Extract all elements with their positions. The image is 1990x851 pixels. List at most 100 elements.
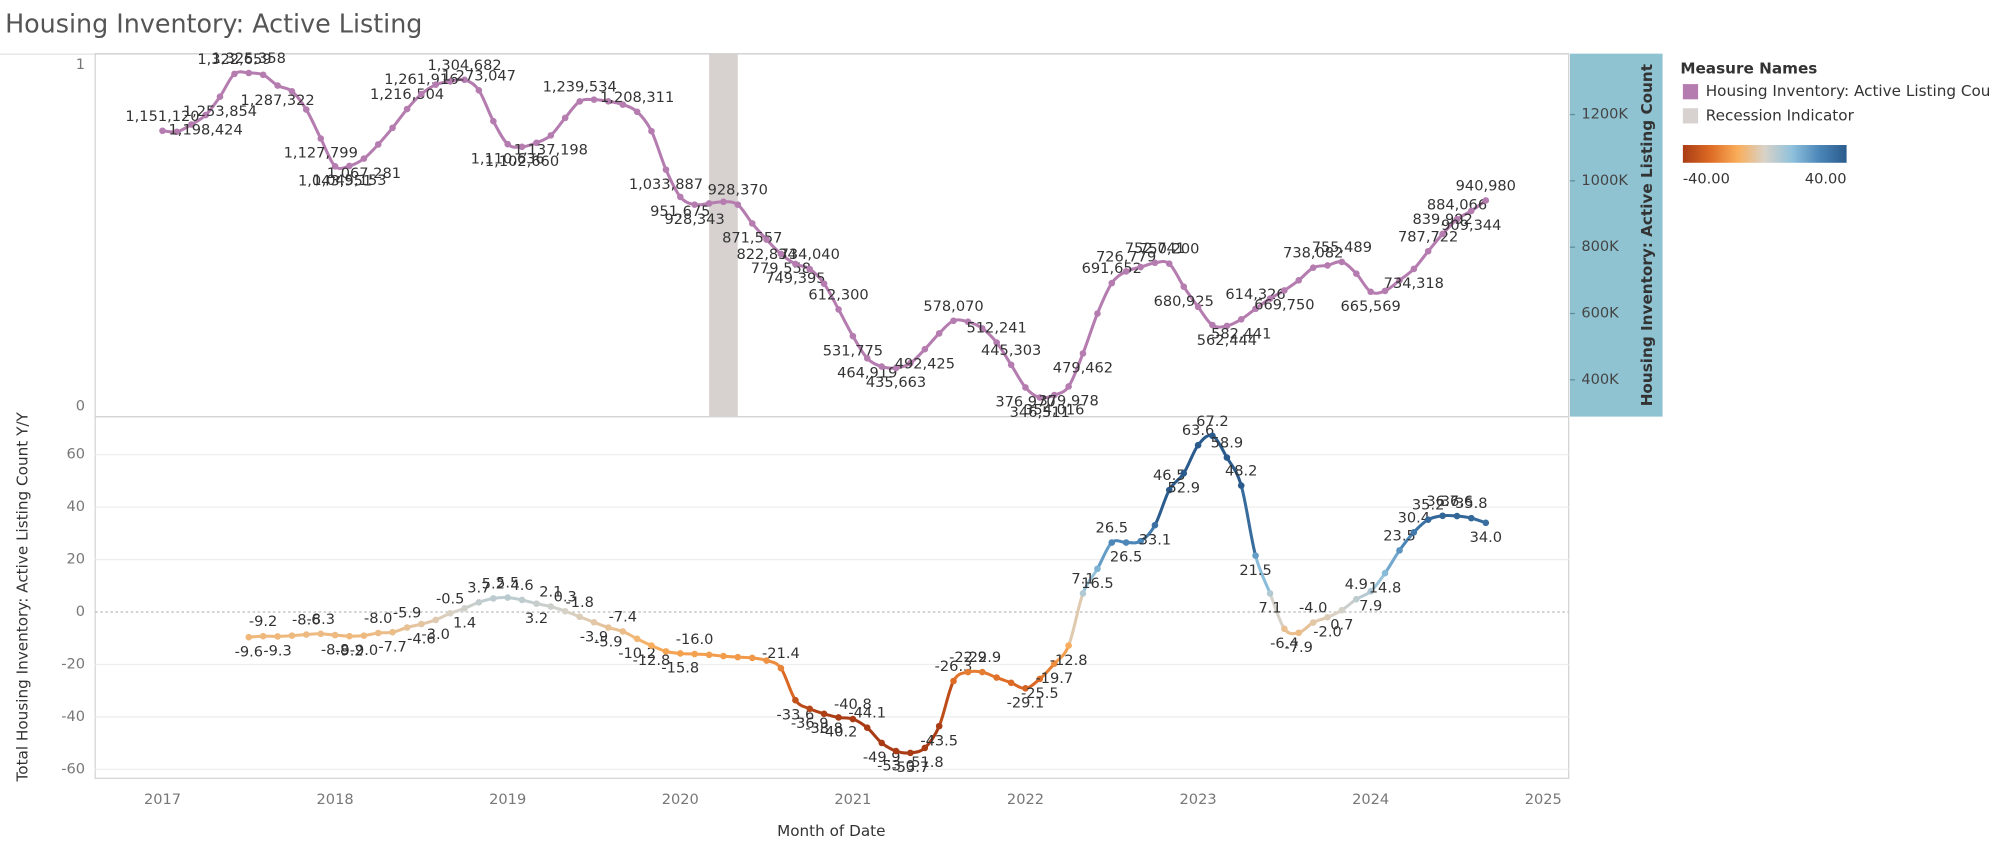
data-point <box>547 603 555 610</box>
line-segment <box>1383 548 1402 575</box>
x-tick-label: 2018 <box>317 791 354 808</box>
data-label: -43.5 <box>920 732 958 749</box>
x-tick-label: 2025 <box>1525 791 1562 808</box>
data-label: 4.9 <box>1345 576 1368 593</box>
data-label: 582,441 <box>1211 326 1271 343</box>
data-label: -3.0 <box>421 626 449 643</box>
data-point <box>533 600 540 607</box>
data-point <box>633 635 641 643</box>
data-point <box>835 714 842 721</box>
data-label: -25.5 <box>1021 685 1059 702</box>
data-point <box>1353 595 1360 603</box>
data-point <box>346 162 353 170</box>
data-point <box>389 628 396 636</box>
data-point <box>763 236 770 243</box>
data-label: 48.2 <box>1225 463 1257 480</box>
data-label: 1,273,047 <box>442 67 516 84</box>
data-point <box>461 76 468 84</box>
data-label: -6.4 <box>1270 635 1298 652</box>
data-label: -5.9 <box>594 634 622 651</box>
data-label: 669,750 <box>1254 297 1314 314</box>
data-point <box>662 166 670 173</box>
y-tick-label: 1 <box>76 56 85 73</box>
data-point <box>979 668 986 676</box>
data-point <box>1252 305 1259 313</box>
bottom-pane <box>94 415 1570 779</box>
data-point <box>1281 287 1288 294</box>
line-segment <box>779 666 797 702</box>
data-label: 7.1 <box>1258 600 1281 617</box>
data-point <box>245 633 253 641</box>
data-point <box>1367 588 1374 595</box>
data-label: 940,980 <box>1456 177 1516 194</box>
data-label: 562,444 <box>1197 332 1257 349</box>
data-label: 35.2 <box>1412 497 1444 514</box>
data-point <box>1165 486 1173 494</box>
y2-tick-label: 1200K <box>1581 106 1628 123</box>
data-point <box>619 628 627 635</box>
data-point <box>1007 679 1015 687</box>
data-point <box>518 596 526 604</box>
data-label: 578,070 <box>923 298 983 315</box>
data-point <box>1051 391 1058 399</box>
data-point <box>1396 277 1403 284</box>
data-point <box>360 632 368 639</box>
data-label: 4.6 <box>510 577 533 594</box>
data-label: 928,343 <box>664 211 724 228</box>
data-point <box>1482 197 1490 204</box>
data-label: -12.8 <box>633 652 671 669</box>
data-point <box>317 630 325 638</box>
data-label: 1,208,311 <box>600 89 674 106</box>
data-label: -40.2 <box>820 724 858 741</box>
data-point <box>245 69 253 77</box>
x-tick-label: 2021 <box>834 791 871 808</box>
data-label: 5.2 <box>482 575 505 592</box>
color-scale-min: -40.00 <box>1683 170 1730 187</box>
data-point <box>518 143 526 151</box>
data-point <box>1338 258 1346 266</box>
data-point <box>1094 310 1101 317</box>
data-point <box>1022 384 1029 391</box>
data-label: -26.3 <box>935 658 973 675</box>
data-point <box>302 631 310 638</box>
data-label: -22.9 <box>963 649 1001 666</box>
data-label: 884,066 <box>1427 196 1487 213</box>
data-label: 1,287,322 <box>241 92 315 109</box>
data-point <box>1007 361 1015 369</box>
data-point <box>1266 590 1274 597</box>
data-point <box>331 631 339 639</box>
legend: Measure Names Housing Inventory: Active … <box>1680 59 1990 187</box>
data-label: -36.9 <box>791 715 829 732</box>
y-tick-label: -20 <box>61 655 85 672</box>
data-label: 435,663 <box>866 374 926 391</box>
y-tick-label: 0 <box>76 603 85 620</box>
data-point <box>1424 516 1432 523</box>
data-point <box>590 618 598 626</box>
data-label: -33.6 <box>777 706 815 723</box>
data-label: 665,569 <box>1341 298 1401 315</box>
data-point <box>374 141 382 148</box>
data-point <box>576 98 583 105</box>
data-label: 0.3 <box>554 588 577 605</box>
data-point <box>360 155 368 162</box>
data-point <box>763 657 770 664</box>
y2-tick-label: 800K <box>1581 238 1619 255</box>
data-label: -8.3 <box>307 611 335 628</box>
data-point <box>720 198 727 206</box>
data-label: -44.1 <box>848 705 886 722</box>
data-point <box>1209 321 1216 329</box>
data-label: 63.6 <box>1182 422 1214 439</box>
data-label: 36.6 <box>1441 493 1473 510</box>
data-label: -53.7 <box>891 759 929 776</box>
data-label: 0.7 <box>1330 616 1353 633</box>
data-point <box>835 306 842 313</box>
data-point <box>1482 519 1490 527</box>
data-point <box>605 624 612 631</box>
data-point <box>1108 539 1116 546</box>
data-point <box>346 632 353 640</box>
data-point <box>964 318 972 326</box>
y-tick-label: -60 <box>61 760 85 777</box>
y2-tick-label: 1000K <box>1581 172 1628 189</box>
data-point <box>302 106 310 113</box>
